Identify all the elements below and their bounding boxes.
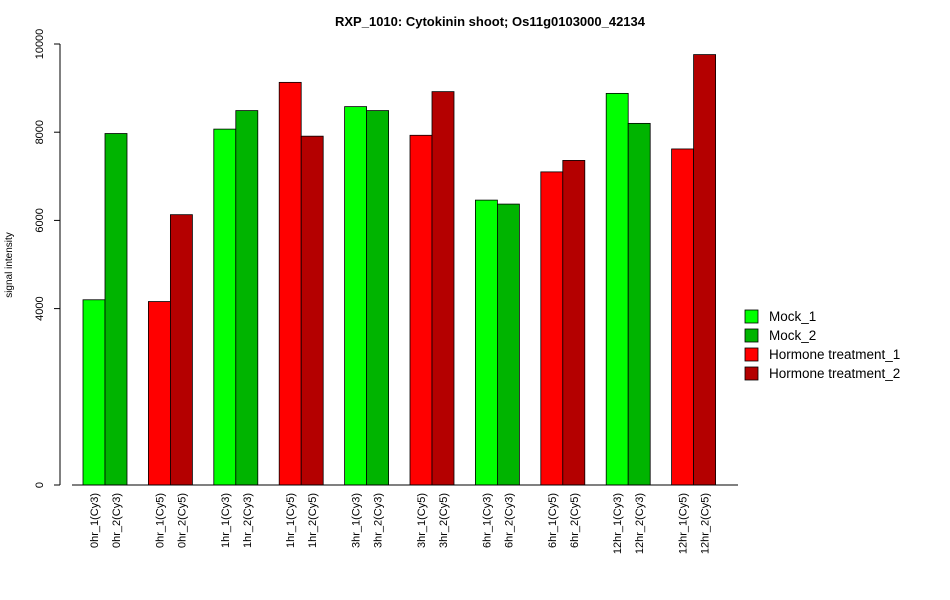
x-tick-label: 1hr_1(Cy3) <box>220 493 232 548</box>
bar <box>213 128 237 486</box>
legend-swatch <box>744 366 759 381</box>
y-tick-label: 4000 <box>34 296 46 320</box>
x-tick-label: 0hr_2(Cy5) <box>176 493 188 548</box>
x-tick-label: 12hr_2(Cy5) <box>700 493 712 554</box>
x-tick-label: 0hr_1(Cy3) <box>89 493 101 548</box>
bar <box>605 92 629 486</box>
bar <box>693 54 716 486</box>
legend-swatch <box>744 347 759 362</box>
bars <box>82 54 716 486</box>
x-tick-label: 3hr_1(Cy3) <box>351 493 363 548</box>
legend-label: Mock_2 <box>769 328 816 343</box>
bar <box>627 122 651 486</box>
x-tick-label: 1hr_1(Cy5) <box>285 493 297 548</box>
bar <box>366 110 390 486</box>
chart-title: RXP_1010: Cytokinin shoot; Os11g0103000_… <box>335 14 646 29</box>
legend-swatch <box>744 328 759 343</box>
bar <box>300 135 324 486</box>
bar <box>104 133 128 486</box>
bar <box>169 214 193 486</box>
bar <box>278 81 302 486</box>
bar <box>82 299 106 486</box>
x-tick-label: 6hr_1(Cy5) <box>547 493 559 548</box>
x-tick-labels: 0hr_1(Cy3) 0hr_2(Cy3) 0hr_1(Cy5) 0hr_2(Cy5)… <box>89 493 712 554</box>
bar <box>344 106 368 486</box>
bar <box>474 199 498 486</box>
y-tick-label: 0 <box>34 482 46 488</box>
legend: Mock_1 Mock_2 Hormone treatment_1 Hormone t… <box>744 309 900 381</box>
x-tick-label: 12hr_1(Cy5) <box>678 493 690 554</box>
bar <box>496 203 520 486</box>
bar <box>147 301 171 486</box>
x-tick-label: 1hr_2(Cy5) <box>307 493 319 548</box>
legend-label: Hormone treatment_1 <box>769 347 900 362</box>
y-tick-label: 6000 <box>34 208 46 232</box>
bar <box>562 160 586 486</box>
legend-label: Hormone treatment_2 <box>769 366 900 381</box>
x-tick-label: 6hr_2(Cy3) <box>503 493 515 548</box>
x-tick-label: 3hr_2(Cy5) <box>438 493 450 548</box>
legend-label: Mock_1 <box>769 309 816 324</box>
y-tick-label: 8000 <box>34 120 46 144</box>
x-tick-label: 0hr_1(Cy5) <box>154 493 166 548</box>
bar <box>235 110 259 486</box>
bar <box>409 134 433 486</box>
x-tick-label: 3hr_1(Cy5) <box>416 493 428 548</box>
bar <box>431 91 455 486</box>
bar <box>540 171 564 486</box>
x-tick-label: 12hr_2(Cy3) <box>634 493 646 554</box>
x-tick-label: 6hr_2(Cy5) <box>569 493 581 548</box>
y-tick-label: 10000 <box>34 29 46 60</box>
y-axis-label: signal intensity <box>4 232 15 298</box>
bar <box>671 148 694 486</box>
x-tick-label: 0hr_2(Cy3) <box>111 493 123 548</box>
x-tick-label: 1hr_2(Cy3) <box>242 493 254 548</box>
y-axis: 0 4000 6000 8000 10000 <box>34 29 61 488</box>
x-tick-label: 6hr_1(Cy3) <box>481 493 493 548</box>
x-tick-label: 12hr_1(Cy3) <box>612 493 624 554</box>
x-tick-label: 3hr_2(Cy3) <box>373 493 385 548</box>
legend-swatch <box>744 309 759 324</box>
